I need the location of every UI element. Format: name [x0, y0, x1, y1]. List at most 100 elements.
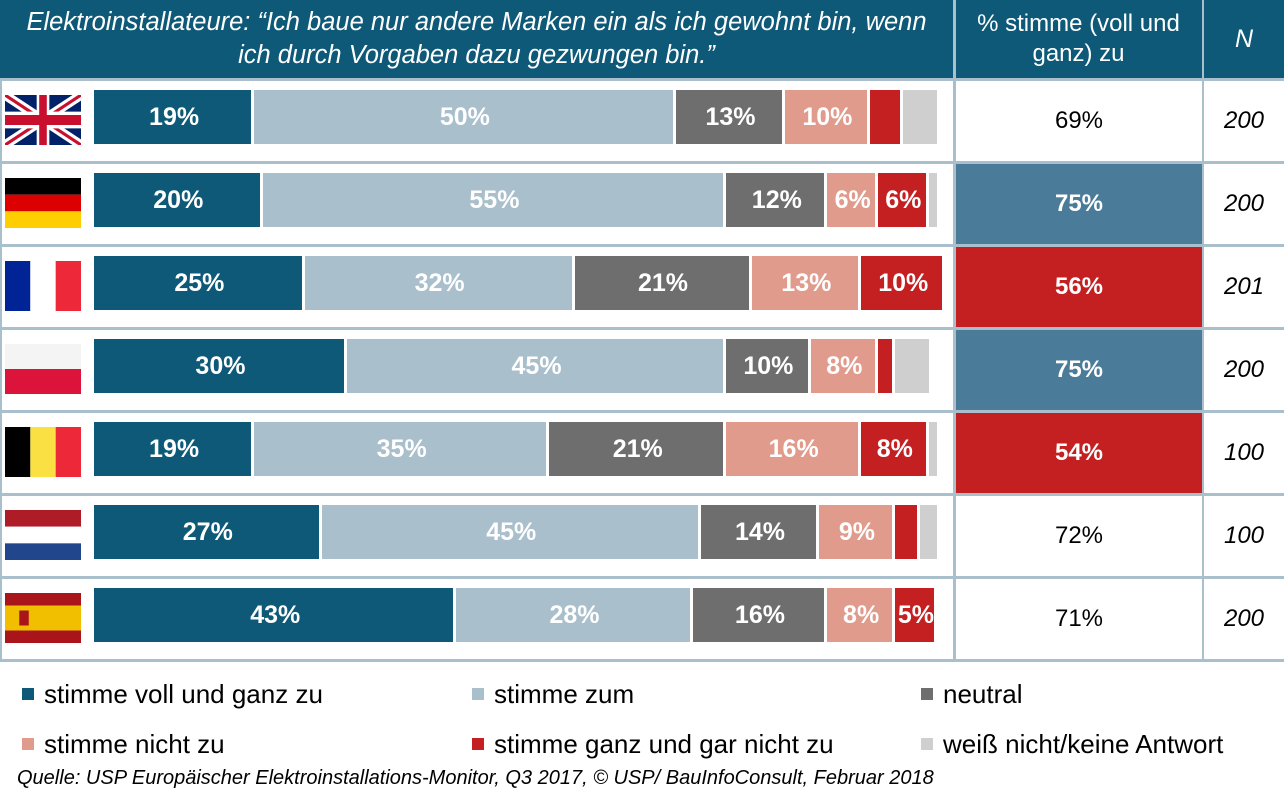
bar-segment: 55% [262, 173, 727, 227]
legend-label: weiß nicht/keine Antwort [943, 728, 1224, 759]
bar-segment [928, 422, 937, 476]
agree-column-header: % stimme (voll und ganz) zu [955, 0, 1202, 78]
data-label: 6% [885, 185, 922, 214]
legend-swatch [921, 688, 933, 700]
bar-segment [894, 339, 929, 393]
legend-item-weiss-nicht: weiß nicht/keine Antwort [921, 729, 1223, 759]
agree-total-cell: 71% [1054, 605, 1104, 632]
data-label: 25% [174, 268, 225, 297]
source-note: Quelle: USP Europäischer Elektroinstalla… [17, 767, 934, 789]
legend-swatch [921, 738, 933, 750]
data-label: 14% [734, 517, 785, 546]
data-label: 5% [897, 600, 934, 629]
grid-line-horizontal [0, 161, 1284, 164]
grid-line-horizontal [0, 659, 1284, 662]
data-label: 21% [612, 434, 663, 463]
bar-segment: 21% [549, 422, 727, 476]
n-value-cell: 200 [1223, 107, 1265, 134]
agree-total-cell: 72% [1054, 522, 1104, 549]
legend-swatch [472, 738, 484, 750]
data-label: 16% [734, 600, 785, 629]
agree-total-cell: 54% [956, 413, 1202, 493]
data-label: 35% [376, 434, 427, 463]
bar-segment [869, 90, 904, 144]
legend-item-stimme-zum: stimme zum [472, 679, 634, 709]
bar-segment: 19% [94, 422, 255, 476]
bar-segment [928, 173, 937, 227]
bar-segment: 5% [894, 588, 937, 642]
bar-segment: 6% [827, 173, 878, 227]
data-label: 50% [439, 102, 490, 131]
data-label: 13% [781, 268, 832, 297]
bar-segment: 30% [94, 339, 347, 393]
bar-segment: 27% [94, 505, 322, 559]
flag-graphic [5, 427, 81, 477]
bar-segment [920, 505, 937, 559]
n-column-header: N [1204, 0, 1284, 78]
bar-segment: 35% [254, 422, 550, 476]
data-label: 43% [250, 600, 301, 629]
grid-line-horizontal [0, 327, 1284, 330]
data-label: 21% [637, 268, 689, 297]
grid-line-vertical [953, 0, 956, 661]
legend-item-gar-nicht: stimme ganz und gar nicht zu [472, 729, 834, 759]
data-label: 28% [549, 600, 600, 629]
data-label: 8% [826, 351, 863, 380]
grid-line-vertical [0, 80, 2, 661]
data-label: 27% [182, 517, 233, 546]
data-label: 30% [195, 351, 246, 380]
legend-swatch [22, 738, 34, 750]
data-label: 45% [486, 517, 537, 546]
agree-total-cell: 56% [956, 247, 1202, 327]
bar-segment [894, 505, 921, 559]
flag-graphic [5, 344, 81, 394]
bar-segment: 13% [675, 90, 786, 144]
bar-segment: 28% [456, 588, 693, 642]
flag-icon [5, 593, 81, 643]
flag-graphic [5, 593, 81, 643]
bar-segment: 20% [94, 173, 263, 227]
data-label: 19% [149, 102, 200, 131]
legend-item-stimme-voll: stimme voll und ganz zu [22, 679, 323, 709]
data-label: 55% [469, 185, 520, 214]
flag-icon [5, 95, 81, 145]
agree-total-cell: 75% [956, 330, 1202, 410]
bar-segment [903, 90, 937, 144]
bar-segment: 8% [827, 588, 895, 642]
legend-swatch [22, 688, 34, 700]
bar-segment: 10% [785, 90, 870, 144]
flag-graphic [5, 510, 81, 560]
n-value-cell: 200 [1223, 190, 1265, 217]
data-label: 6% [834, 185, 871, 214]
bar-segment: 10% [861, 256, 946, 310]
data-label: 10% [802, 102, 853, 131]
data-label: 45% [511, 351, 562, 380]
data-label: 10% [743, 351, 794, 380]
chart-title: Elektroinstallateure: “Ich baue nur ande… [0, 0, 953, 78]
bar-segment: 16% [726, 422, 862, 476]
bar-segment: 8% [861, 422, 929, 476]
legend-label: stimme zum [494, 678, 635, 709]
data-label: 8% [843, 600, 880, 629]
flag-graphic [5, 95, 81, 145]
bar-segment: 12% [726, 173, 828, 227]
bar-segment [877, 339, 895, 393]
data-label: 12% [751, 185, 802, 214]
legend-item-neutral: neutral [921, 679, 1023, 709]
grid-line-horizontal [0, 410, 1284, 413]
bar-segment: 50% [254, 90, 676, 144]
bar-segment: 16% [692, 588, 828, 642]
data-label: 13% [705, 102, 756, 131]
flag-icon [5, 427, 81, 477]
legend-label: stimme voll und ganz zu [44, 678, 323, 709]
agree-total-cell: 69% [1054, 107, 1104, 134]
data-label: 10% [878, 268, 929, 297]
flag-icon [5, 178, 81, 228]
legend-label: stimme ganz und gar nicht zu [494, 728, 834, 759]
grid-line-vertical [1202, 0, 1204, 661]
legend-label: neutral [943, 678, 1023, 709]
grid-line-horizontal [0, 244, 1284, 247]
bar-segment: 14% [700, 505, 819, 559]
flag-graphic [5, 261, 81, 311]
grid-line-horizontal [0, 493, 1284, 496]
